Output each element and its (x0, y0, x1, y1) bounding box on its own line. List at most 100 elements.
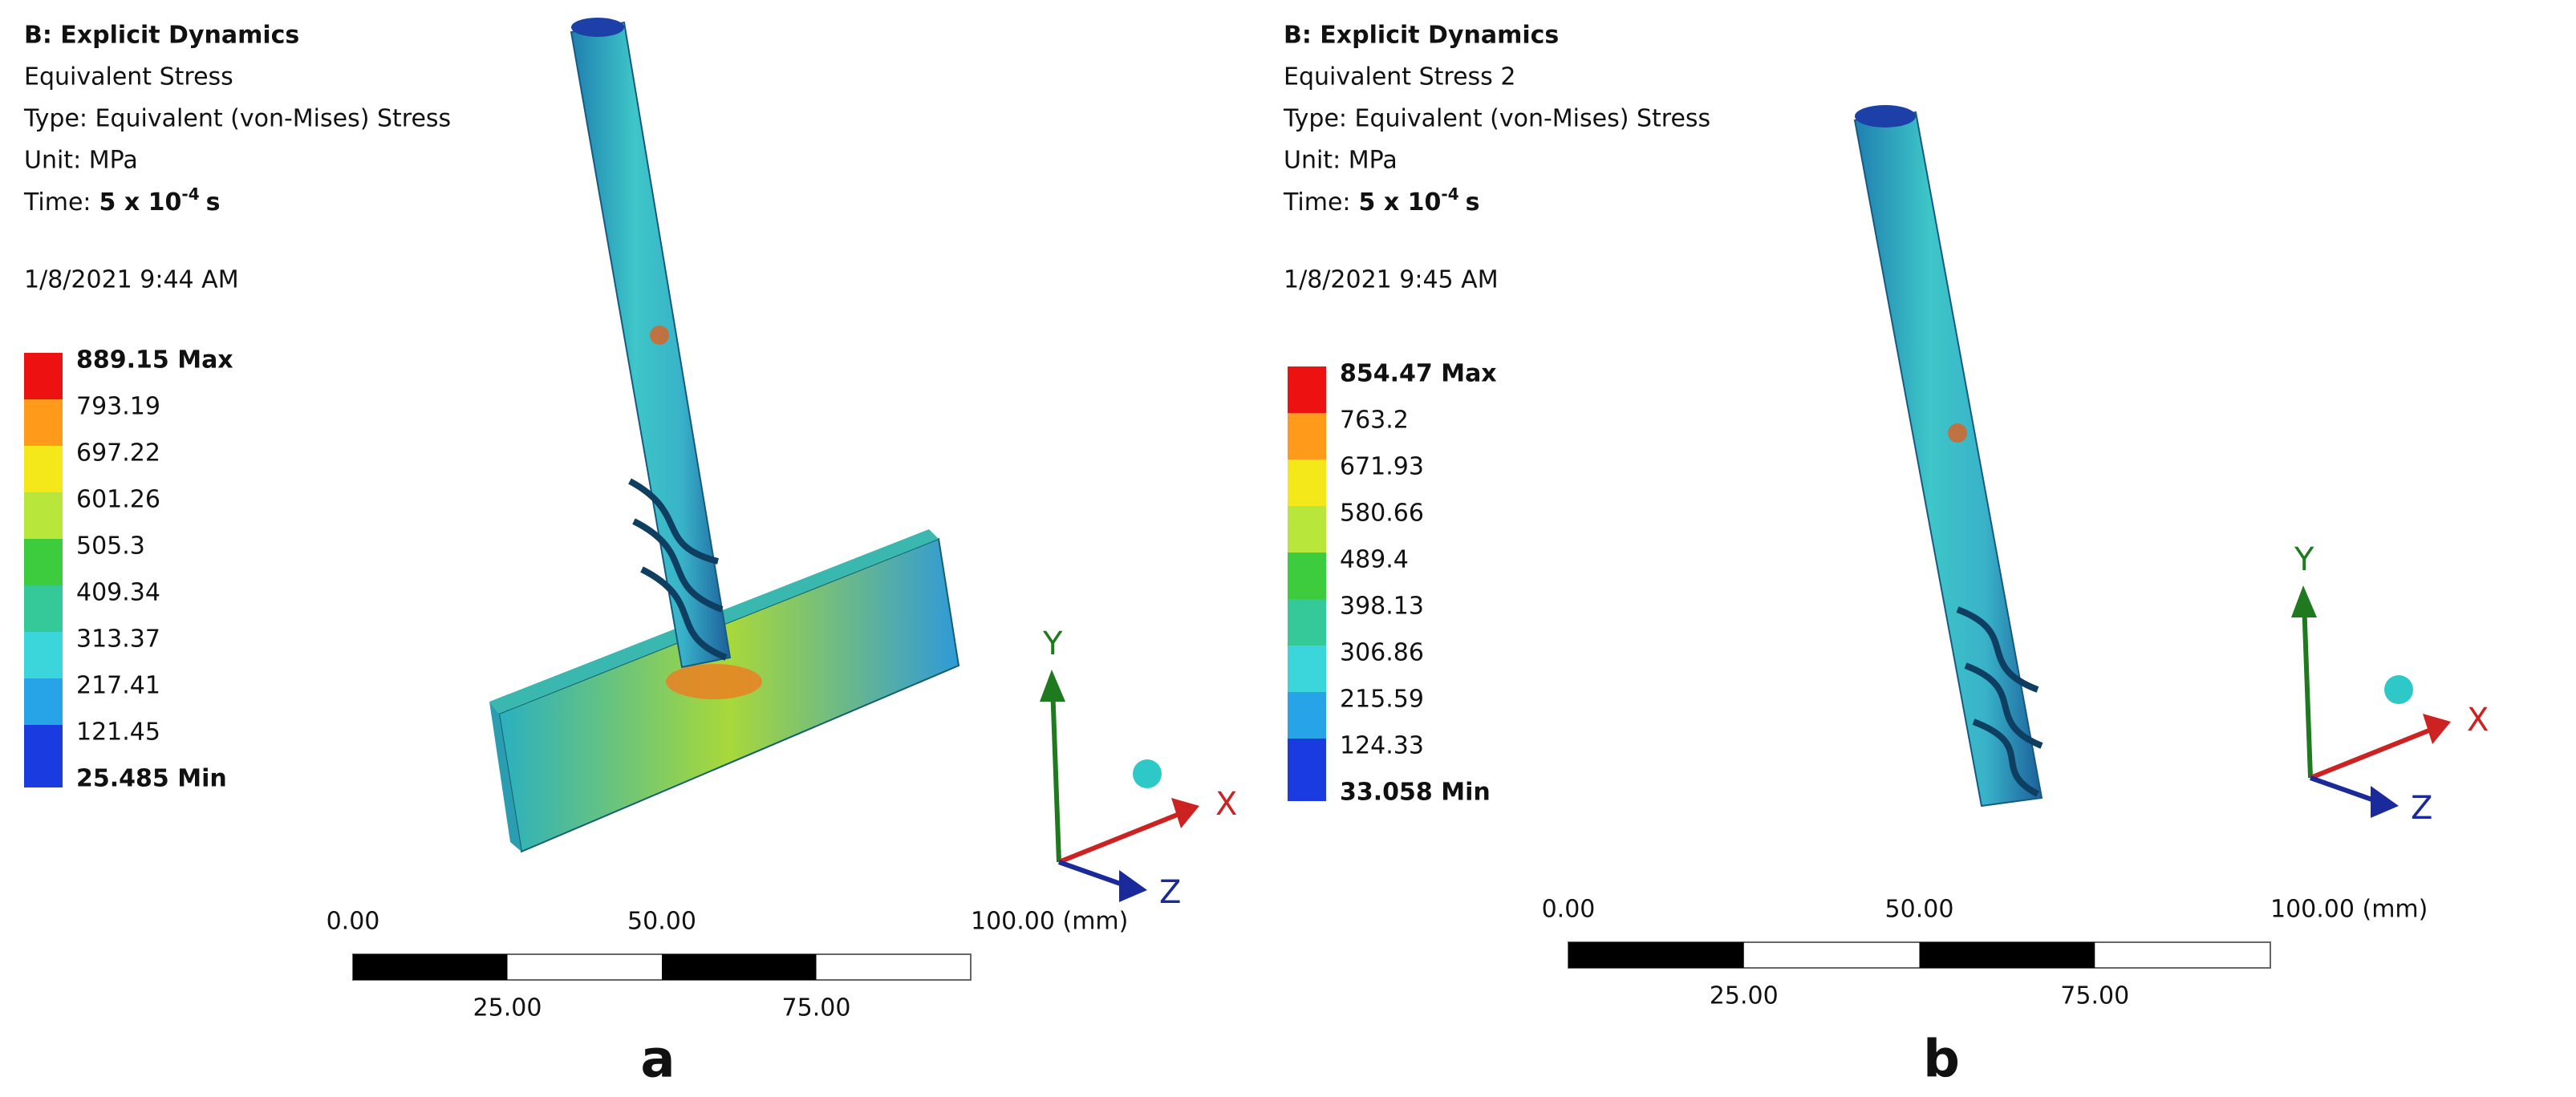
legend-swatch (1288, 506, 1326, 553)
legend-label: 217.41 (76, 672, 160, 700)
title: B: Explicit Dynamics (24, 22, 299, 50)
result-name: Equivalent Stress (24, 63, 233, 91)
legend-swatch (1288, 739, 1326, 801)
scale-label: 75.00 (782, 994, 851, 1022)
legend-label: 671.93 (1340, 453, 1424, 481)
stress-hotspot (1948, 423, 1967, 443)
tool-end (1855, 105, 1916, 128)
axis-z-head (2371, 786, 2399, 818)
legend-swatch (1288, 692, 1326, 739)
legend-label: 306.86 (1340, 639, 1424, 667)
date: 1/8/2021 9:45 AM (1284, 266, 1499, 294)
axis-z-label: Z (1159, 874, 1181, 911)
legend-label: 398.13 (1340, 593, 1424, 621)
time-value: 5 x 10 (99, 188, 182, 217)
result-name: Equivalent Stress 2 (1284, 63, 1515, 91)
legend-swatch (24, 725, 63, 787)
legend-swatch (1288, 459, 1326, 506)
axis-z (1058, 860, 1128, 889)
scale-label: 50.00 (627, 908, 696, 936)
axis-z-label: Z (2411, 790, 2432, 827)
axis-x-label: X (1215, 786, 1237, 823)
legend-label: 489.4 (1340, 546, 1409, 574)
time-label: Time: (23, 188, 91, 217)
scale-label: 0.00 (1542, 896, 1596, 924)
legend-swatch (1288, 553, 1326, 599)
legend-label: 793.19 (76, 393, 160, 421)
legend-label: 580.66 (1340, 500, 1424, 528)
workpiece-end (489, 702, 521, 852)
axis-y-head (2291, 585, 2317, 617)
legend-swatch (1288, 599, 1326, 646)
legend-label: 505.3 (76, 532, 145, 561)
scale-label: 25.00 (1710, 982, 1779, 1010)
unit: Unit: MPa (1284, 147, 1398, 175)
axis-z-head (1119, 870, 1147, 902)
axis-x (1057, 812, 1181, 864)
axis-y-label: Y (1042, 625, 1063, 662)
axis-y (2302, 601, 2313, 779)
scale-label: 100.00 (mm) (2270, 896, 2428, 924)
time: Time: 5 x 10-4 s (1283, 184, 1479, 217)
panel-label: a (640, 1030, 675, 1090)
legend-swatch (24, 678, 63, 725)
scale-label: 75.00 (2060, 982, 2129, 1010)
legend-label: 25.485 Min (76, 765, 227, 793)
result-type: Type: Equivalent (von-Mises) Stress (23, 105, 451, 133)
scale-label: 0.00 (327, 908, 380, 936)
result-type: Type: Equivalent (von-Mises) Stress (1283, 105, 1710, 133)
legend-label: 124.33 (1340, 732, 1424, 760)
legend-swatch (1288, 366, 1326, 413)
legend-label: 889.15 Max (76, 346, 233, 374)
title: B: Explicit Dynamics (1284, 22, 1559, 50)
scale-bar-segment (353, 954, 508, 980)
time-exponent: -4 (181, 184, 199, 204)
legend-label: 33.058 Min (1340, 779, 1491, 807)
scale-bar-segment (1919, 942, 2095, 968)
scale-label: 50.00 (1885, 896, 1954, 924)
scale-label: 25.00 (473, 994, 542, 1022)
legend-label: 313.37 (76, 625, 160, 654)
stress-hotspot (650, 326, 669, 345)
unit: Unit: MPa (24, 147, 138, 175)
tool-flutes (1956, 606, 2043, 797)
model-a (489, 18, 960, 853)
legend-label: 409.34 (76, 579, 160, 607)
legend-label: 697.22 (76, 439, 160, 468)
legend-swatch (24, 539, 63, 585)
panel-label: b (1923, 1030, 1960, 1090)
stress-hotspot (666, 664, 762, 699)
axis-z (2310, 775, 2379, 804)
time-unit: s (206, 188, 221, 217)
panel: B: Explicit Dynamics Equivalent Stress 2 T… (1283, 22, 2489, 1090)
origin-sphere (1133, 759, 1162, 788)
legend-label: 601.26 (76, 486, 160, 514)
legend-swatch (24, 585, 63, 632)
legend-swatch (1288, 413, 1326, 459)
axis-y-label: Y (2294, 541, 2314, 578)
tool (1853, 111, 2043, 808)
axis-x (2309, 727, 2432, 780)
axis-x-label: X (2467, 702, 2489, 739)
axis-x-head (1171, 798, 1199, 828)
time-label: Time: (1283, 188, 1351, 217)
scale-bar-segment (662, 954, 817, 980)
origin-sphere (2384, 675, 2413, 704)
legend-label: 215.59 (1340, 686, 1424, 714)
legend-label: 121.45 (76, 719, 160, 747)
date: 1/8/2021 9:44 AM (24, 266, 239, 294)
scale-bar-segment (1568, 942, 1744, 968)
legend-swatch (24, 492, 63, 539)
legend-label: 763.2 (1340, 407, 1409, 435)
time: Time: 5 x 10-4 s (23, 184, 220, 217)
axis-y-head (1040, 670, 1065, 702)
model-b (1853, 105, 2043, 808)
legend-swatch (24, 399, 63, 446)
panel: B: Explicit Dynamics Equivalent Stress Typ… (23, 22, 1237, 1090)
legend-label: 854.47 Max (1340, 360, 1497, 388)
tool-end (571, 18, 624, 37)
time-value: 5 x 10 (1359, 188, 1442, 217)
axis-y (1050, 685, 1061, 863)
